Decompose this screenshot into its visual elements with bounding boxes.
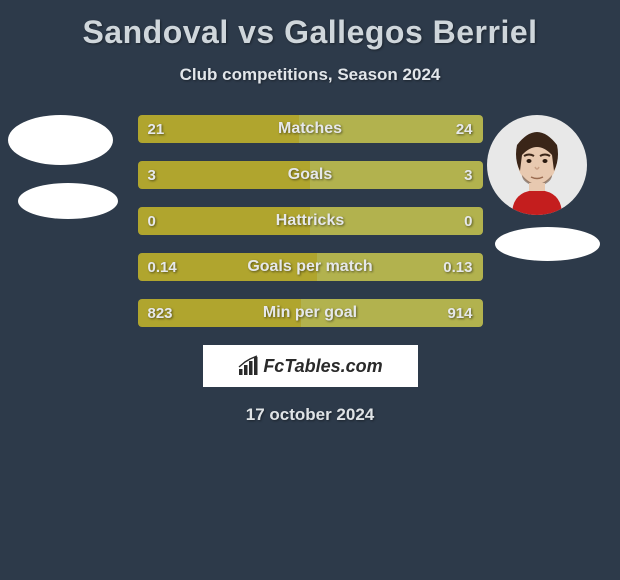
comparison-container: 21 24 Matches 3 3 Goals 0 0 Hattricks bbox=[0, 115, 620, 425]
stat-left-value: 21 bbox=[148, 121, 165, 138]
stat-bar-right: 3 bbox=[310, 161, 483, 189]
subtitle: Club competitions, Season 2024 bbox=[0, 65, 620, 85]
player-photo-icon bbox=[502, 125, 572, 215]
stat-label: Goals per match bbox=[247, 258, 372, 276]
stat-bar-left: 3 bbox=[138, 161, 311, 189]
stat-label: Matches bbox=[278, 120, 342, 138]
stat-label: Goals bbox=[288, 166, 332, 184]
player-right-badge bbox=[495, 227, 600, 261]
logo-text: FcTables.com bbox=[263, 356, 382, 377]
stat-bar-left: 21 bbox=[138, 115, 299, 143]
stat-right-value: 0 bbox=[464, 213, 472, 230]
stat-right-value: 3 bbox=[464, 167, 472, 184]
source-logo: FcTables.com bbox=[203, 345, 418, 387]
stat-row: 0 0 Hattricks bbox=[138, 207, 483, 235]
stat-left-value: 3 bbox=[148, 167, 156, 184]
stats-bars: 21 24 Matches 3 3 Goals 0 0 Hattricks bbox=[138, 115, 483, 327]
stat-right-value: 914 bbox=[447, 305, 472, 322]
date-text: 17 october 2024 bbox=[0, 405, 620, 425]
stat-left-value: 0.14 bbox=[148, 259, 177, 276]
stat-label: Min per goal bbox=[263, 304, 357, 322]
player-right-avatar bbox=[487, 115, 587, 215]
player-left-column bbox=[8, 115, 118, 219]
player-right-column bbox=[487, 115, 600, 261]
stat-row: 823 914 Min per goal bbox=[138, 299, 483, 327]
page-title: Sandoval vs Gallegos Berriel bbox=[0, 0, 620, 51]
stat-right-value: 24 bbox=[456, 121, 473, 138]
player-left-badge bbox=[18, 183, 118, 219]
stat-row: 0.14 0.13 Goals per match bbox=[138, 253, 483, 281]
stat-right-value: 0.13 bbox=[443, 259, 472, 276]
stat-row: 3 3 Goals bbox=[138, 161, 483, 189]
player-left-avatar bbox=[8, 115, 113, 165]
stat-left-value: 823 bbox=[148, 305, 173, 322]
stat-left-value: 0 bbox=[148, 213, 156, 230]
stat-label: Hattricks bbox=[276, 212, 344, 230]
stat-row: 21 24 Matches bbox=[138, 115, 483, 143]
chart-icon bbox=[237, 355, 259, 377]
